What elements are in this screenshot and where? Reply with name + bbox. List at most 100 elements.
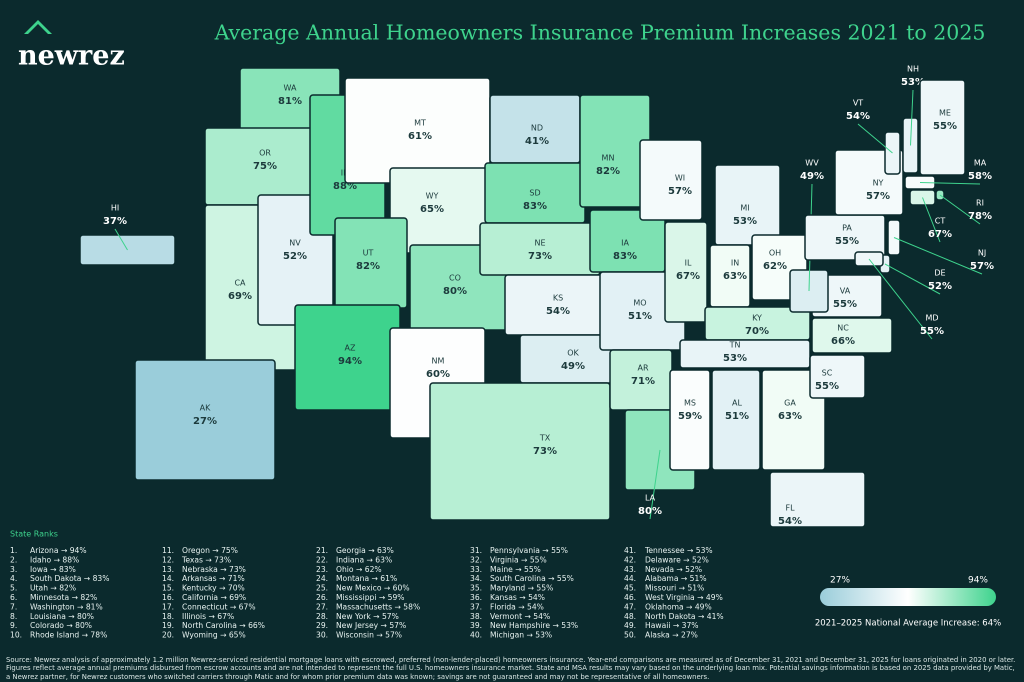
rank-number: 2. xyxy=(10,555,17,564)
rank-number: 49. xyxy=(624,621,636,630)
state-abbr: TN xyxy=(729,341,741,350)
rank-entry: Illinois → 67% xyxy=(182,612,234,621)
rank-entry: Virginia → 55% xyxy=(490,555,547,564)
state-abbr: WV xyxy=(805,159,819,168)
rank-number: 35. xyxy=(470,584,482,593)
rank-entry: Oregon → 75% xyxy=(182,546,238,555)
state-value: 55% xyxy=(835,236,859,247)
state-abbr: HI xyxy=(111,204,119,213)
state-shape xyxy=(639,139,703,221)
leader-line xyxy=(893,237,983,275)
rank-entry: Utah → 82% xyxy=(30,584,76,593)
rank-number: 44. xyxy=(624,574,636,583)
state-value: 82% xyxy=(596,166,620,177)
rank-number: 43. xyxy=(624,565,636,574)
state-abbr: CT xyxy=(935,217,946,226)
state-value: 54% xyxy=(778,516,802,527)
state-abbr: KS xyxy=(553,294,563,303)
state-abbr: FL xyxy=(785,504,795,513)
state-value: 55% xyxy=(920,326,944,337)
state-value: 69% xyxy=(228,291,252,302)
rank-number: 3. xyxy=(10,565,17,574)
state-value: 63% xyxy=(723,271,747,282)
state-abbr: NE xyxy=(534,239,545,248)
leader-line xyxy=(922,197,941,243)
state-value: 59% xyxy=(678,411,702,422)
rank-number: 41. xyxy=(624,546,636,555)
rank-number: 11. xyxy=(162,546,174,555)
state-value: 52% xyxy=(928,281,952,292)
state-abbr: AL xyxy=(732,399,742,408)
ranks-title: State Ranks xyxy=(10,530,58,539)
rank-number: 29. xyxy=(316,621,328,630)
state-value: 53% xyxy=(723,353,747,364)
rank-entry: New York → 57% xyxy=(336,612,399,621)
state-value: 53% xyxy=(733,216,757,227)
leader-line xyxy=(868,258,933,340)
rank-number: 31. xyxy=(470,546,482,555)
rank-number: 39. xyxy=(470,621,482,630)
rank-number: 10. xyxy=(10,631,22,640)
rank-entry: Louisiana → 80% xyxy=(30,612,94,621)
state-shape xyxy=(134,359,276,481)
state-abbr: WI xyxy=(675,174,685,183)
state-value: 52% xyxy=(283,251,307,262)
rank-entry: Idaho → 88% xyxy=(30,555,79,564)
rank-number: 19. xyxy=(162,621,174,630)
rank-number: 36. xyxy=(470,593,482,602)
rank-number: 48. xyxy=(624,612,636,621)
state-value: 54% xyxy=(846,111,870,122)
state-value: 75% xyxy=(253,161,277,172)
state-abbr: MT xyxy=(414,119,426,128)
state-value: 55% xyxy=(815,381,839,392)
state-abbr: MS xyxy=(684,399,696,408)
rank-number: 30. xyxy=(316,631,328,640)
leader-line xyxy=(884,263,941,295)
rank-entry: Kansas → 54% xyxy=(490,593,545,602)
rank-entry: Arizona → 94% xyxy=(30,546,87,555)
state-abbr: ND xyxy=(531,124,543,133)
state-value: 37% xyxy=(103,216,127,227)
rank-entry: Massachusetts → 58% xyxy=(336,602,420,611)
state-abbr: MI xyxy=(740,204,749,213)
rank-entry: Texas → 73% xyxy=(181,555,231,564)
state-value: 49% xyxy=(561,361,585,372)
state-abbr: GA xyxy=(784,399,796,408)
rank-entry: South Carolina → 55% xyxy=(490,574,574,583)
state-abbr: NV xyxy=(289,239,301,248)
rank-number: 16. xyxy=(162,593,174,602)
state-value: 57% xyxy=(668,186,692,197)
state-value: 81% xyxy=(278,96,302,107)
rank-entry: Vermont → 54% xyxy=(490,612,550,621)
rank-number: 28. xyxy=(316,612,328,621)
rank-number: 42. xyxy=(624,555,636,564)
state-abbr: TX xyxy=(539,434,551,443)
state-abbr: SC xyxy=(822,369,833,378)
rank-number: 45. xyxy=(624,584,636,593)
rank-number: 25. xyxy=(316,584,328,593)
rank-number: 50. xyxy=(624,631,636,640)
state-abbr: OR xyxy=(259,149,271,158)
rank-number: 22. xyxy=(316,555,328,564)
state-value: 73% xyxy=(528,251,552,262)
state-abbr: AR xyxy=(637,364,648,373)
state-abbr: MD xyxy=(925,314,938,323)
rank-entry: North Carolina → 66% xyxy=(182,621,265,630)
state-value: 80% xyxy=(638,506,662,517)
state-value: 53% xyxy=(901,77,925,88)
state-value: 58% xyxy=(968,171,992,182)
rank-entry: Georgia → 63% xyxy=(336,546,394,555)
rank-entry: Michigan → 53% xyxy=(490,631,552,640)
rank-entry: West Virginia → 49% xyxy=(645,593,723,602)
leader-line xyxy=(114,228,128,251)
legend-max: 94% xyxy=(968,576,988,586)
state-value: 55% xyxy=(933,121,957,132)
state-value: 67% xyxy=(928,229,952,240)
state-shape xyxy=(711,369,761,471)
rank-number: 24. xyxy=(316,574,328,583)
rank-number: 17. xyxy=(162,602,174,611)
state-value: 83% xyxy=(613,251,637,262)
leader-line xyxy=(857,123,893,154)
state-value: 54% xyxy=(546,306,570,317)
